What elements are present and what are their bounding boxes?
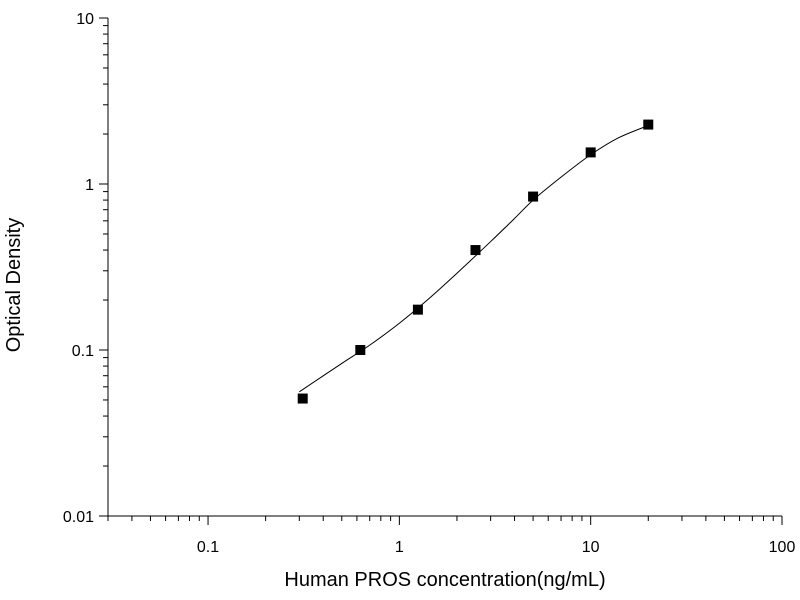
x-tick-label: 10 — [582, 539, 600, 556]
data-point — [297, 393, 308, 404]
y-tick-label: 10 — [76, 11, 94, 28]
x-tick-label: 0.1 — [197, 539, 219, 556]
y-tick-label: 1 — [85, 177, 94, 194]
data-point — [643, 119, 654, 130]
data-point — [470, 245, 481, 256]
data-points-layer — [297, 119, 654, 404]
x-axis-title: Human PROS concentration(ng/mL) — [284, 569, 605, 591]
x-tick-label: 1 — [395, 539, 404, 556]
minor-ticks — [103, 25, 774, 521]
tick-labels: 0.1 1 10 100 0.01 0.1 1 10 — [63, 11, 796, 556]
data-point — [412, 304, 423, 315]
y-axis-title: Optical Density — [3, 218, 25, 353]
fit-curve-line — [299, 125, 649, 393]
data-point — [355, 345, 366, 355]
y-tick-label: 0.01 — [63, 509, 94, 526]
data-point — [585, 147, 596, 158]
axes — [107, 18, 782, 517]
x-tick-label: 100 — [769, 539, 796, 556]
data-point — [528, 191, 539, 202]
fit-curve-layer — [299, 125, 649, 393]
major-ticks — [99, 17, 783, 525]
y-tick-label: 0.1 — [72, 343, 94, 360]
